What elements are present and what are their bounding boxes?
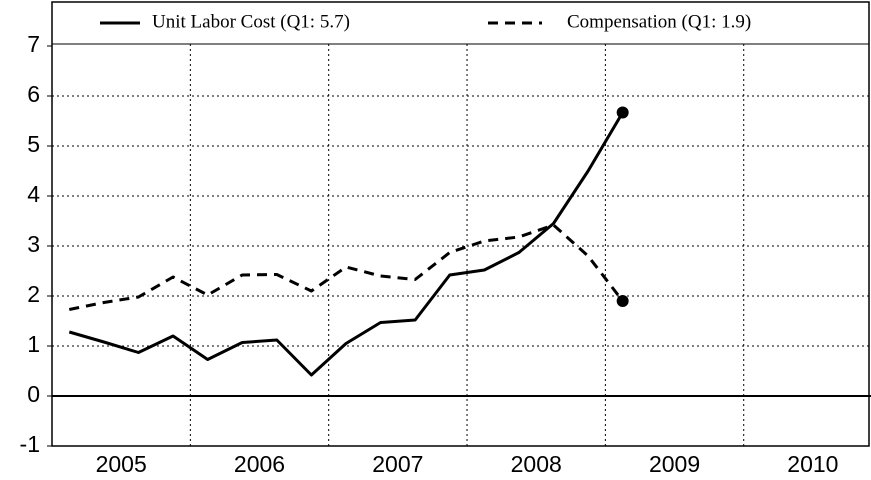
end-marker bbox=[616, 295, 629, 307]
x-tick-label: 2008 bbox=[511, 451, 562, 477]
y-tick-label: 0 bbox=[27, 381, 40, 407]
y-tick-label: 1 bbox=[27, 331, 40, 357]
series-line bbox=[68, 111, 624, 377]
x-tick-label: 2006 bbox=[234, 451, 285, 477]
end-marker bbox=[616, 106, 629, 119]
plot-frame bbox=[51, 1, 870, 447]
x-tick-label: 2007 bbox=[372, 451, 423, 477]
y-tick-label: 2 bbox=[27, 281, 40, 307]
x-tick-label: 2009 bbox=[649, 451, 700, 477]
legend-label: Unit Labor Cost (Q1: 5.7) bbox=[152, 11, 350, 32]
y-tick-label: 4 bbox=[27, 181, 40, 207]
x-tick-label: 2010 bbox=[787, 451, 838, 477]
y-tick-label: 5 bbox=[27, 131, 40, 157]
series-line bbox=[68, 223, 624, 311]
y-tick-label: 3 bbox=[27, 231, 40, 257]
legend-label: Compensation (Q1: 1.9) bbox=[567, 11, 751, 32]
y-tick-label: -1 bbox=[20, 431, 40, 457]
y-tick-label: 7 bbox=[27, 31, 40, 57]
x-tick-label: 2005 bbox=[96, 451, 147, 477]
y-tick-label: 6 bbox=[27, 81, 40, 107]
